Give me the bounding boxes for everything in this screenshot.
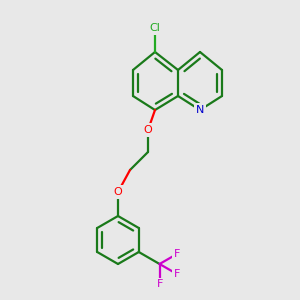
Text: F: F: [174, 249, 180, 259]
Text: N: N: [196, 105, 204, 115]
Text: O: O: [114, 187, 122, 197]
Text: F: F: [156, 279, 163, 290]
Text: O: O: [144, 125, 152, 135]
Text: Cl: Cl: [150, 23, 160, 33]
Text: F: F: [174, 269, 180, 279]
